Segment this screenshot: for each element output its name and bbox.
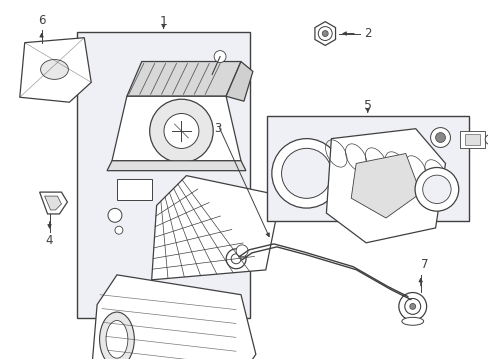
Polygon shape [326, 129, 445, 243]
Bar [77, 32, 250, 318]
Circle shape [108, 208, 122, 222]
Text: 3: 3 [215, 122, 222, 135]
Bar [267, 116, 468, 221]
Circle shape [164, 113, 199, 148]
Text: 7: 7 [421, 258, 428, 271]
Circle shape [149, 99, 213, 163]
Ellipse shape [106, 320, 128, 358]
Ellipse shape [41, 59, 69, 80]
Ellipse shape [99, 312, 134, 360]
Polygon shape [315, 22, 336, 45]
Polygon shape [351, 153, 421, 218]
Circle shape [405, 298, 421, 314]
Text: 2: 2 [364, 27, 371, 40]
Text: 6: 6 [38, 14, 46, 27]
Bar [461, 131, 485, 148]
Circle shape [322, 31, 328, 36]
Polygon shape [45, 196, 61, 210]
Polygon shape [127, 62, 241, 96]
Circle shape [415, 167, 459, 211]
Circle shape [399, 293, 427, 320]
Circle shape [226, 249, 246, 269]
Polygon shape [20, 38, 91, 102]
Polygon shape [112, 96, 241, 161]
Text: 4: 4 [46, 234, 53, 247]
Circle shape [423, 175, 451, 203]
Bar [466, 134, 480, 145]
Polygon shape [107, 161, 246, 171]
Bar [117, 179, 152, 201]
Polygon shape [152, 176, 281, 280]
Text: 1: 1 [160, 15, 168, 28]
Polygon shape [226, 62, 253, 101]
Circle shape [318, 27, 332, 40]
Polygon shape [92, 275, 256, 360]
Circle shape [236, 245, 248, 257]
Circle shape [272, 139, 342, 208]
Circle shape [214, 51, 226, 63]
Ellipse shape [402, 317, 424, 325]
Circle shape [410, 303, 416, 309]
Circle shape [282, 148, 332, 198]
Circle shape [115, 226, 123, 234]
Circle shape [485, 135, 490, 144]
Circle shape [436, 132, 445, 143]
Circle shape [231, 254, 241, 264]
Circle shape [431, 127, 450, 148]
Polygon shape [40, 192, 68, 214]
Text: 5: 5 [364, 99, 372, 112]
